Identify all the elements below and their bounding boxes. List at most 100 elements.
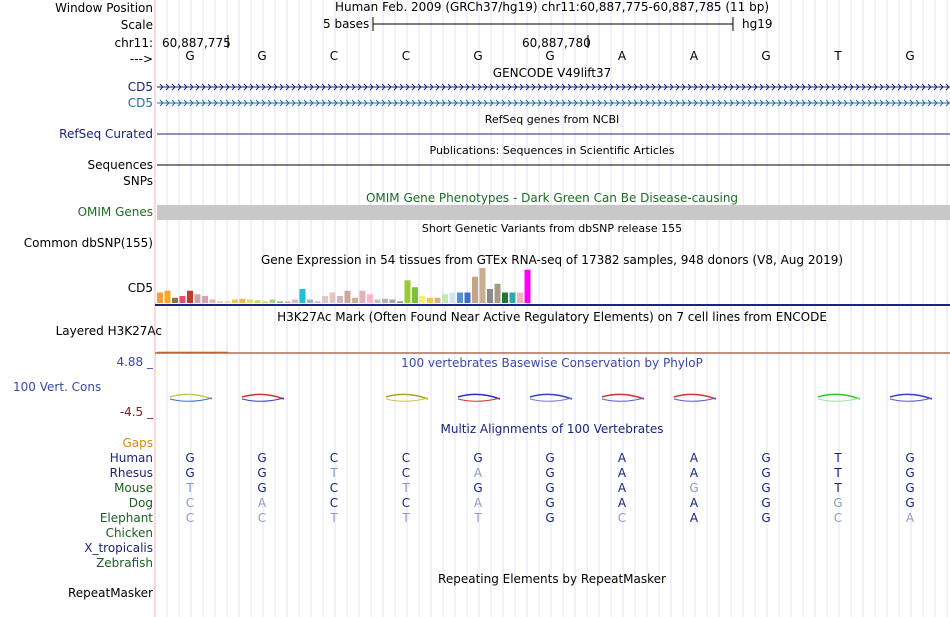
gtex-tissue-bar[interactable] [479, 268, 486, 303]
aligned-base: C [617, 511, 627, 525]
gtex-tissue-bar[interactable] [352, 297, 358, 303]
gtex-tissue-bar[interactable] [217, 301, 223, 303]
gtex-tissue-bar[interactable] [187, 290, 193, 303]
gtex-tissue-bar[interactable] [172, 297, 178, 303]
gtex-tissue-bar[interactable] [412, 287, 418, 303]
gtex-tissue-bar[interactable] [239, 298, 246, 303]
gtex-tissue-bar[interactable] [367, 294, 373, 303]
gtex-tissue-bar[interactable] [202, 296, 208, 303]
gtex-tissue-bar[interactable] [464, 292, 471, 304]
gtex-tissue-bar[interactable] [502, 292, 508, 304]
gtex-tissue-bar[interactable] [457, 292, 463, 304]
omim-gene-bar[interactable] [157, 205, 950, 220]
gtex-tissue-bar[interactable] [254, 300, 261, 303]
species-label[interactable]: Elephant [99, 511, 153, 525]
aligned-base: T [402, 481, 410, 495]
aligned-base: G [905, 466, 915, 480]
gtex-tissue-bar[interactable] [232, 299, 238, 304]
aligned-base: G [833, 496, 843, 510]
gtex-label[interactable]: CD5 [127, 281, 153, 295]
omim-label[interactable]: OMIM Genes [77, 205, 153, 219]
sequences-label[interactable]: Sequences [87, 158, 153, 172]
gtex-tissue-bar[interactable] [262, 301, 268, 303]
aligned-base: T [330, 511, 338, 525]
gtex-tissue-bar[interactable] [209, 299, 216, 304]
gtex-tissue-bar[interactable] [157, 292, 163, 304]
aligned-base: A [617, 451, 627, 465]
aligned-base: T [834, 451, 842, 465]
gencode-label-2[interactable]: CD5 [127, 96, 153, 110]
aligned-base: A [617, 496, 627, 510]
species-label[interactable]: Chicken [105, 526, 153, 540]
gaps-label[interactable]: Gaps [122, 436, 153, 450]
gtex-tissue-bar[interactable] [284, 301, 291, 303]
gtex-tissue-bar[interactable] [307, 299, 313, 304]
gtex-tissue-bar[interactable] [419, 296, 426, 303]
species-label[interactable]: Mouse [114, 481, 153, 495]
gtex-tissue-bar[interactable] [449, 292, 456, 304]
repeatmasker-title: Repeating Elements by RepeatMasker [438, 572, 666, 586]
species-label[interactable]: Dog [128, 496, 153, 510]
reference-base: G [257, 49, 267, 63]
gtex-tissue-bar[interactable] [374, 299, 381, 304]
snps-label[interactable]: SNPs [123, 174, 153, 188]
aligned-base: A [473, 496, 483, 510]
gtex-tissue-bar[interactable] [344, 290, 351, 303]
refseq-label[interactable]: RefSeq Curated [59, 127, 153, 141]
aligned-base: C [185, 496, 195, 510]
h3k27ac-label[interactable]: Layered H3K27Ac [55, 324, 162, 338]
gtex-tissue-bar[interactable] [517, 292, 523, 304]
dbsnp-title: Short Genetic Variants from dbSNP releas… [421, 222, 683, 235]
gencode-transcript-2[interactable] [157, 99, 950, 107]
gtex-tissue-bar[interactable] [509, 292, 516, 304]
aligned-base: G [761, 466, 771, 480]
gtex-tissue-bar[interactable] [322, 296, 328, 303]
species-label[interactable]: Rhesus [109, 466, 153, 480]
gtex-tissue-bar[interactable] [442, 294, 448, 303]
aligned-base: T [834, 481, 842, 495]
gtex-tissue-bar[interactable] [224, 301, 231, 303]
gtex-tissue-bar[interactable] [487, 289, 493, 303]
gencode-transcript-1[interactable] [157, 83, 950, 91]
aligned-base: G [545, 466, 555, 480]
gtex-tissue-bar[interactable] [179, 296, 186, 303]
aligned-base: G [185, 451, 195, 465]
gtex-tissue-bar[interactable] [299, 289, 306, 303]
aligned-base: C [329, 496, 339, 510]
gtex-tissue-bar[interactable] [277, 301, 283, 303]
aligned-base: G [761, 451, 771, 465]
dbsnp-label[interactable]: Common dbSNP(155) [23, 236, 153, 250]
gtex-tissue-bar[interactable] [494, 283, 501, 303]
gtex-tissue-bar[interactable] [427, 297, 433, 303]
phylop-label[interactable]: 100 Vert. Cons [13, 380, 102, 394]
gtex-tissue-bar[interactable] [404, 280, 411, 303]
phylop-conservation-wiggle[interactable] [169, 393, 933, 402]
gtex-tissue-bar[interactable] [314, 301, 321, 303]
gtex-tissue-bar[interactable] [194, 294, 201, 303]
gtex-tissue-bar[interactable] [292, 299, 298, 304]
gtex-tissue-bar[interactable] [434, 297, 441, 303]
gtex-tissue-bar[interactable] [397, 301, 403, 303]
species-label[interactable]: Human [109, 451, 153, 465]
gtex-tissue-bar[interactable] [472, 276, 478, 303]
gtex-tissue-bar[interactable] [359, 290, 366, 303]
gtex-tissue-bar[interactable] [329, 292, 336, 304]
aligned-base: G [905, 481, 915, 495]
gtex-expression-bars[interactable] [157, 268, 531, 303]
gtex-tissue-bar[interactable] [164, 290, 171, 303]
aligned-base: G [545, 511, 555, 525]
gtex-tissue-bar[interactable] [337, 296, 343, 303]
species-label[interactable]: X_tropicalis [84, 541, 153, 555]
repeatmasker-label[interactable]: RepeatMasker [67, 586, 153, 600]
gtex-tissue-bar[interactable] [247, 299, 253, 304]
gtex-tissue-bar[interactable] [389, 299, 396, 304]
gencode-label-1[interactable]: CD5 [127, 80, 153, 94]
multiz-title: Multiz Alignments of 100 Vertebrates [440, 422, 664, 436]
aligned-base: A [689, 511, 699, 525]
gtex-tissue-bar[interactable] [382, 298, 388, 303]
species-label[interactable]: Zebrafish [96, 556, 153, 570]
strand-label: ---> [129, 52, 153, 66]
gtex-tissue-bar[interactable] [524, 269, 531, 303]
gtex-tissue-bar[interactable] [269, 299, 276, 304]
